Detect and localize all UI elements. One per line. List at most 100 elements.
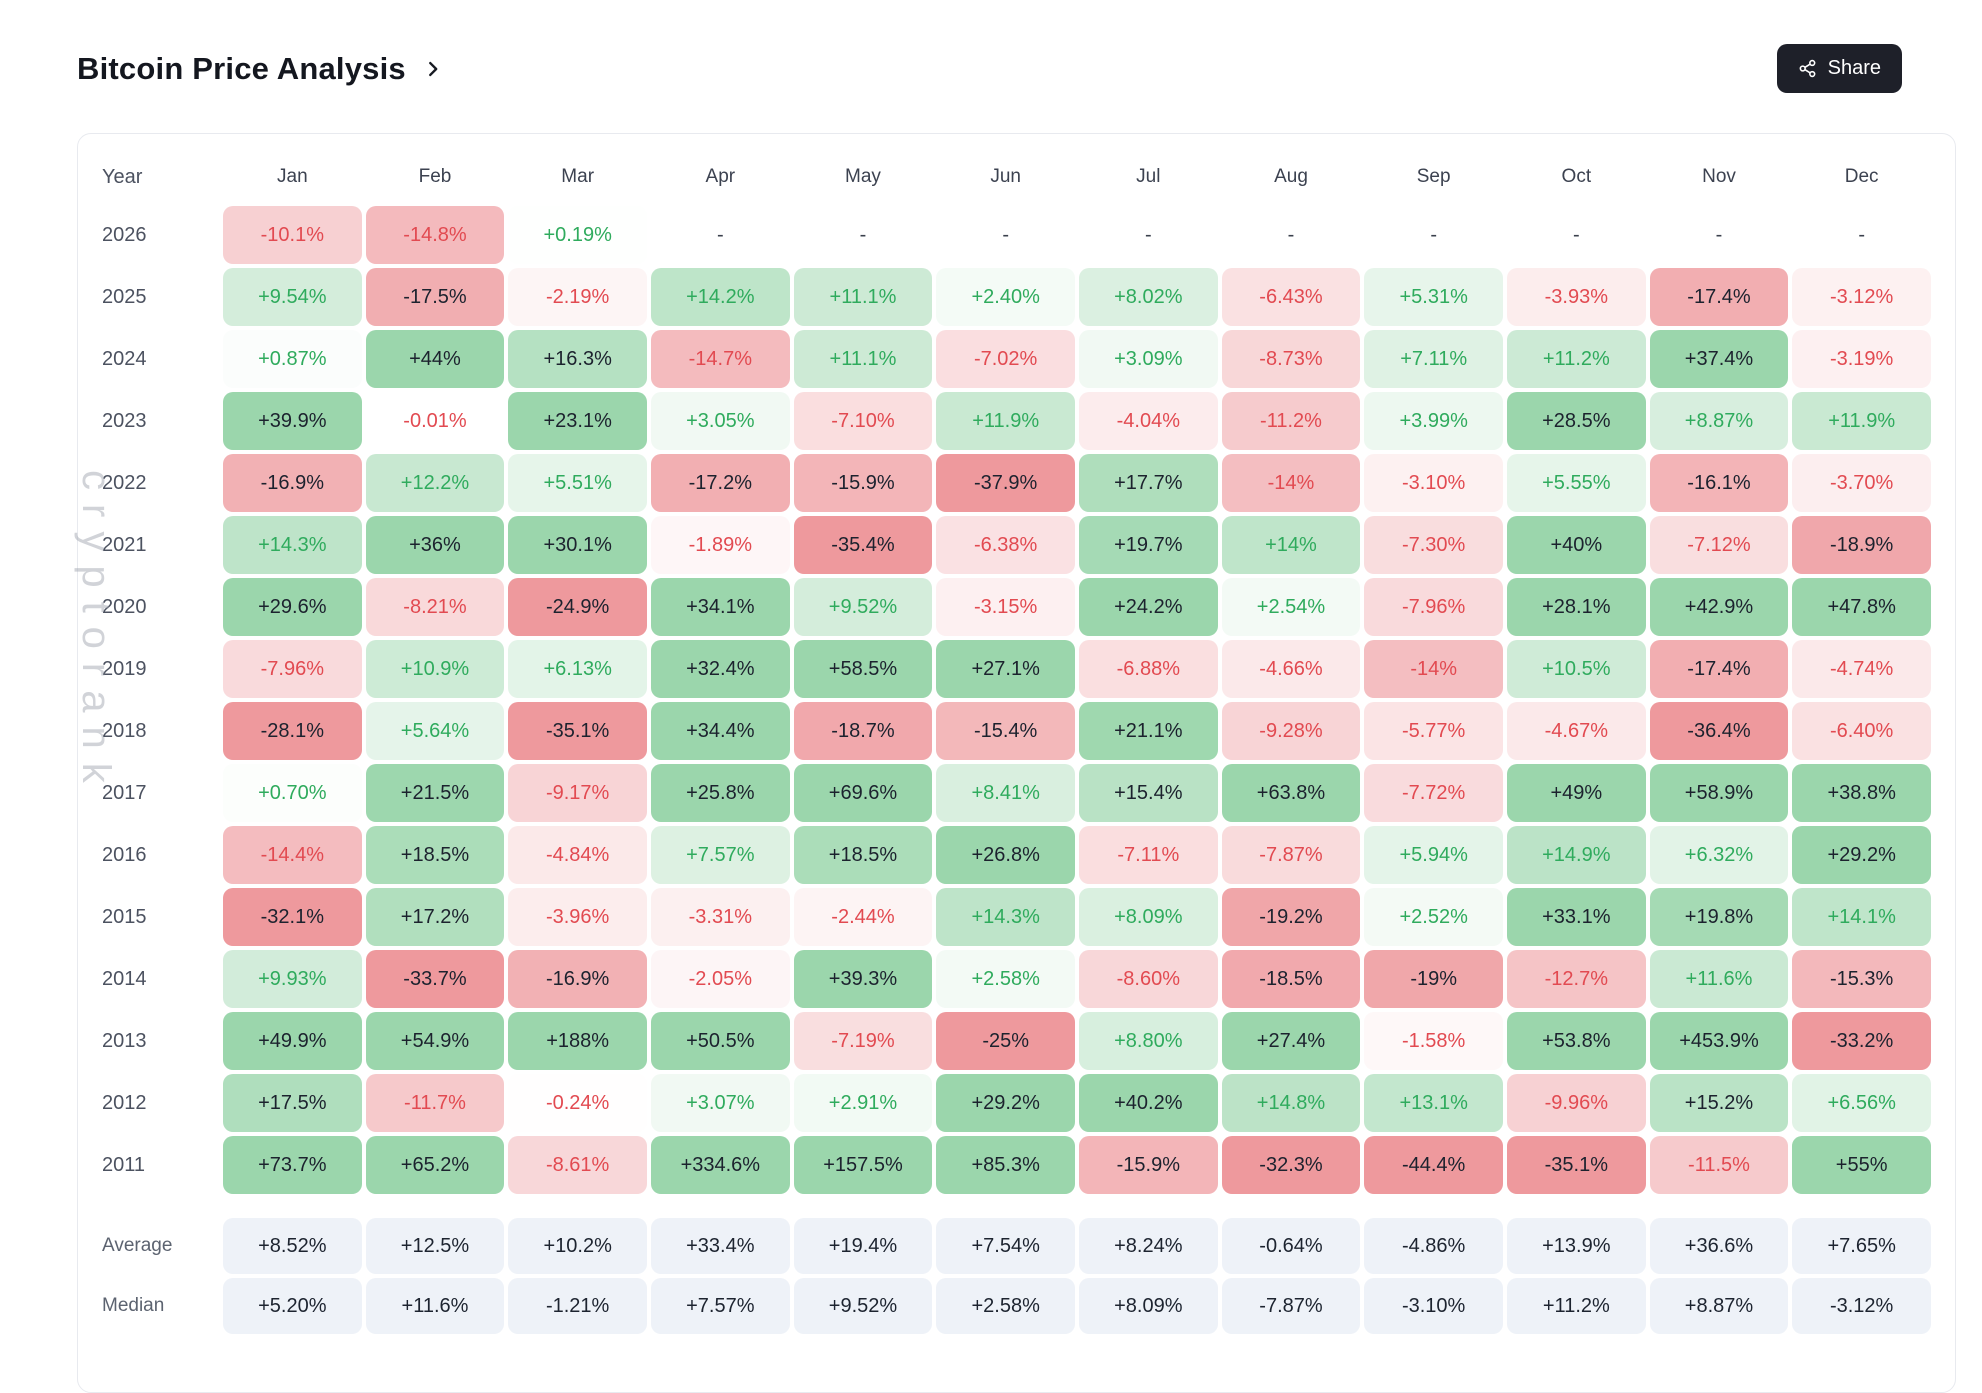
cell-2021-may: -35.4% — [793, 516, 933, 574]
cell-2016-may: +18.5% — [793, 826, 933, 884]
cell-2015-apr: -3.31% — [651, 888, 790, 946]
cell-2014-sep: -19% — [1364, 950, 1503, 1008]
cell-median-nov: +8.87% — [1649, 1278, 1789, 1334]
table-row-2018: 2018 -28.1% +5.64% -35.1% +34.4% -18.7% -15.4%… — [102, 702, 1931, 760]
cell-2023-jun: +11.9% — [936, 392, 1075, 450]
cell-2013-jul: +8.80% — [1079, 1012, 1218, 1070]
cell-2012-apr: +3.07% — [651, 1074, 790, 1132]
cell-2021-sep: -7.30% — [1364, 516, 1503, 574]
cell-2011-aug: -32.3% — [1221, 1136, 1361, 1194]
cell-2023-mar: +23.1% — [508, 392, 647, 450]
cell-2018-sep: -5.77% — [1364, 702, 1503, 760]
cell-2017-jun: +8.41% — [936, 764, 1075, 822]
cell-2026-dec: - — [1858, 223, 1865, 246]
cell-2015-sep: +2.52% — [1364, 888, 1503, 946]
cell-2020-mar: -24.9% — [508, 578, 647, 636]
cell-2017-mar: -9.17% — [508, 764, 647, 822]
page-title: Bitcoin Price Analysis — [77, 50, 406, 86]
month-header-aug: Aug — [1274, 166, 1308, 187]
cell-2025-mar: -2.19% — [508, 268, 647, 326]
cell-2025-jun: +2.40% — [936, 268, 1075, 326]
cell-median-may: +9.52% — [793, 1278, 933, 1334]
cell-2024-apr: -14.7% — [651, 330, 790, 388]
cell-2012-nov: +15.2% — [1649, 1074, 1789, 1132]
cell-2015-may: -2.44% — [793, 888, 933, 946]
cell-2017-oct: +49% — [1507, 764, 1646, 822]
year-label-2015: 2015 — [102, 905, 147, 928]
year-label-2017: 2017 — [102, 781, 147, 804]
cell-2024-oct: +11.2% — [1507, 330, 1646, 388]
share-button[interactable]: Share — [1776, 44, 1902, 93]
cell-2015-aug: -19.2% — [1221, 888, 1361, 946]
cell-2020-oct: +28.1% — [1507, 578, 1646, 636]
cell-2024-may: +11.1% — [793, 330, 933, 388]
cell-2026-jul: - — [1144, 223, 1152, 246]
cell-2011-jun: +85.3% — [936, 1136, 1075, 1194]
cell-2013-may: -7.19% — [793, 1012, 933, 1070]
cell-2021-mar: +30.1% — [508, 516, 647, 574]
cell-2019-may: +58.5% — [793, 640, 933, 698]
cell-2025-apr: +14.2% — [651, 268, 790, 326]
cell-2020-jul: +24.2% — [1079, 578, 1218, 636]
cell-2013-nov: +453.9% — [1649, 1012, 1789, 1070]
cell-2022-dec: -3.70% — [1792, 454, 1931, 512]
cell-2024-jun: -7.02% — [936, 330, 1075, 388]
cell-2017-dec: +38.8% — [1792, 764, 1931, 822]
cell-2024-aug: -8.73% — [1221, 330, 1361, 388]
month-header-sep: Sep — [1416, 166, 1451, 187]
cell-2018-dec: -6.40% — [1792, 702, 1931, 760]
cell-2017-jul: +15.4% — [1079, 764, 1218, 822]
cell-2026-may: - — [859, 223, 867, 246]
year-label-2024: 2024 — [102, 347, 147, 370]
cell-2019-sep: -14% — [1364, 640, 1503, 698]
cell-2011-jul: -15.9% — [1079, 1136, 1218, 1194]
cell-2017-apr: +25.8% — [651, 764, 790, 822]
year-label-2018: 2018 — [102, 719, 147, 742]
month-header-dec: Dec — [1844, 166, 1879, 187]
cell-2016-nov: +6.32% — [1649, 826, 1789, 884]
summary-label-average: Average — [102, 1235, 173, 1256]
cell-2018-aug: -9.28% — [1221, 702, 1361, 760]
cell-2023-nov: +8.87% — [1649, 392, 1789, 450]
cell-2021-jan: +14.3% — [223, 516, 362, 574]
cell-2014-dec: -15.3% — [1792, 950, 1931, 1008]
cell-2015-dec: +14.1% — [1792, 888, 1931, 946]
page-title-link[interactable]: Bitcoin Price Analysis — [77, 51, 444, 87]
cell-2016-dec: +29.2% — [1792, 826, 1931, 884]
cell-2025-oct: -3.93% — [1507, 268, 1646, 326]
cell-2025-jul: +8.02% — [1079, 268, 1218, 326]
cell-2017-sep: -7.72% — [1364, 764, 1503, 822]
cell-2016-oct: +14.9% — [1507, 826, 1646, 884]
cell-2016-sep: +5.94% — [1364, 826, 1503, 884]
cell-2015-oct: +33.1% — [1507, 888, 1646, 946]
cell-median-jun: +2.58% — [936, 1278, 1075, 1334]
table-row-2017: 2017 +0.70% +21.5% -9.17% +25.8% +69.6% +8.41%… — [102, 764, 1931, 822]
cell-2016-feb: +18.5% — [365, 826, 505, 884]
cell-2014-aug: -18.5% — [1221, 950, 1361, 1008]
cell-2022-feb: +12.2% — [365, 454, 505, 512]
table-row-2013: 2013 +49.9% +54.9% +188% +50.5% -7.19% -25% +8.… — [102, 1012, 1931, 1070]
cell-2023-sep: +3.99% — [1364, 392, 1503, 450]
cell-2016-jan: -14.4% — [223, 826, 362, 884]
cell-2018-feb: +5.64% — [365, 702, 505, 760]
cell-2019-nov: -17.4% — [1649, 640, 1789, 698]
cell-2024-mar: +16.3% — [508, 330, 647, 388]
cell-2012-feb: -11.7% — [365, 1074, 505, 1132]
year-label-2013: 2013 — [102, 1029, 147, 1052]
cell-2011-nov: -11.5% — [1649, 1136, 1789, 1194]
cell-2018-may: -18.7% — [793, 702, 933, 760]
cell-2026-nov: - — [1715, 223, 1723, 246]
cell-median-dec: -3.12% — [1792, 1278, 1931, 1334]
cell-average-dec: +7.65% — [1792, 1218, 1931, 1274]
cell-2021-dec: -18.9% — [1792, 516, 1931, 574]
cell-2020-jan: +29.6% — [223, 578, 362, 636]
cell-2025-may: +11.1% — [793, 268, 933, 326]
cell-2026-feb: -14.8% — [365, 206, 505, 264]
summary-row-median: Median +5.20% +11.6% -1.21% +7.57% +9.52% +2.5… — [102, 1278, 1931, 1334]
cell-2012-sep: +13.1% — [1364, 1074, 1503, 1132]
cell-2022-jul: +17.7% — [1079, 454, 1218, 512]
month-header-nov: Nov — [1702, 166, 1736, 187]
cell-2016-jun: +26.8% — [936, 826, 1075, 884]
cell-2021-jun: -6.38% — [936, 516, 1075, 574]
table-row-2016: 2016 -14.4% +18.5% -4.84% +7.57% +18.5% +26.8%… — [102, 826, 1931, 884]
